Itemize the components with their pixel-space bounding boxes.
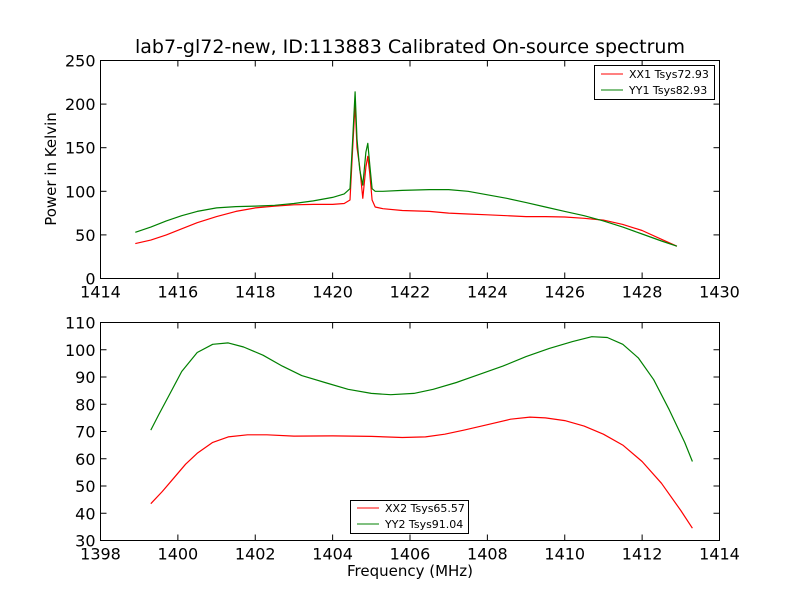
x-tick-label: 1404 [312, 545, 353, 564]
x-tick-label: 1406 [390, 545, 431, 564]
y-tick-label: 40 [75, 504, 95, 523]
x-tick-label: 1408 [467, 545, 508, 564]
y-tick-label: 150 [65, 139, 96, 158]
y-tick-label: 200 [65, 95, 96, 114]
top-plot-ticks: 1414 1416 1418 1420 1422 1424 1426 1428 1430 0 50 1… [65, 52, 740, 302]
bottom-x-axis-label: Frequency (MHz) [347, 562, 473, 580]
x-tick-label: 1398 [80, 545, 121, 564]
y-tick-label: 90 [75, 368, 95, 387]
y-tick-label: 50 [75, 477, 95, 496]
x-tick-label: 1414 [699, 545, 740, 564]
y-tick-label: 100 [65, 341, 96, 360]
bottom-legend-box [350, 500, 469, 534]
y-tick-label: 100 [65, 182, 96, 201]
x-tick-label: 1412 [622, 545, 663, 564]
x-tick-label: 1402 [235, 545, 276, 564]
top-plot-lines [135, 91, 678, 247]
bottom-plot-ticks: 1398 1400 1402 1404 1406 1408 1410 1412 1414 30 40… [65, 314, 740, 564]
bottom-legend-label-xx2: XX2 Tsys65.57 [385, 502, 465, 515]
series-line-xx2 [150, 416, 693, 529]
x-tick-label: 1400 [158, 545, 199, 564]
top-plot-panel: 1414 1416 1418 1420 1422 1424 1426 1428 1430 0 50 1… [42, 52, 740, 302]
x-tick-label: 1430 [699, 283, 740, 302]
top-y-axis-label: Power in Kelvin [42, 112, 60, 226]
x-tick-label: 1410 [544, 545, 585, 564]
y-tick-label: 70 [75, 423, 95, 442]
x-tick-label: 1418 [235, 283, 276, 302]
top-legend-label-xx1: XX1 Tsys72.93 [629, 68, 709, 81]
y-tick-label: 50 [75, 226, 95, 245]
series-line-yy1 [135, 91, 678, 247]
bottom-legend: XX2 Tsys65.57 YY2 Tsys91.04 [350, 500, 469, 534]
y-tick-label: 60 [75, 450, 95, 469]
x-tick-label: 1428 [622, 283, 663, 302]
x-tick-label: 1420 [312, 283, 353, 302]
y-tick-label: 30 [75, 532, 95, 551]
y-tick-label: 110 [65, 314, 96, 333]
top-legend-label-yy1: YY1 Tsys82.93 [628, 84, 707, 97]
x-tick-label: 1422 [390, 283, 431, 302]
top-legend: XX1 Tsys72.93 YY1 Tsys82.93 [594, 65, 715, 100]
chart-title: lab7-gl72-new, ID:113883 Calibrated On-s… [135, 36, 685, 58]
y-tick-label: 0 [85, 270, 95, 289]
x-tick-label: 1424 [467, 283, 508, 302]
bottom-plot-panel: 1398 1400 1402 1404 1406 1408 1410 1412 1414 30 40… [65, 314, 740, 581]
bottom-plot-lines [150, 336, 693, 529]
y-tick-label: 80 [75, 395, 95, 414]
series-line-yy2 [150, 336, 693, 462]
x-tick-label: 1426 [544, 283, 585, 302]
top-legend-box [594, 65, 715, 100]
x-tick-label: 1414 [80, 283, 121, 302]
bottom-legend-label-yy2: YY2 Tsys91.04 [384, 518, 463, 531]
y-tick-label: 250 [65, 52, 96, 71]
x-tick-label: 1416 [158, 283, 199, 302]
series-line-xx1 [135, 103, 678, 247]
